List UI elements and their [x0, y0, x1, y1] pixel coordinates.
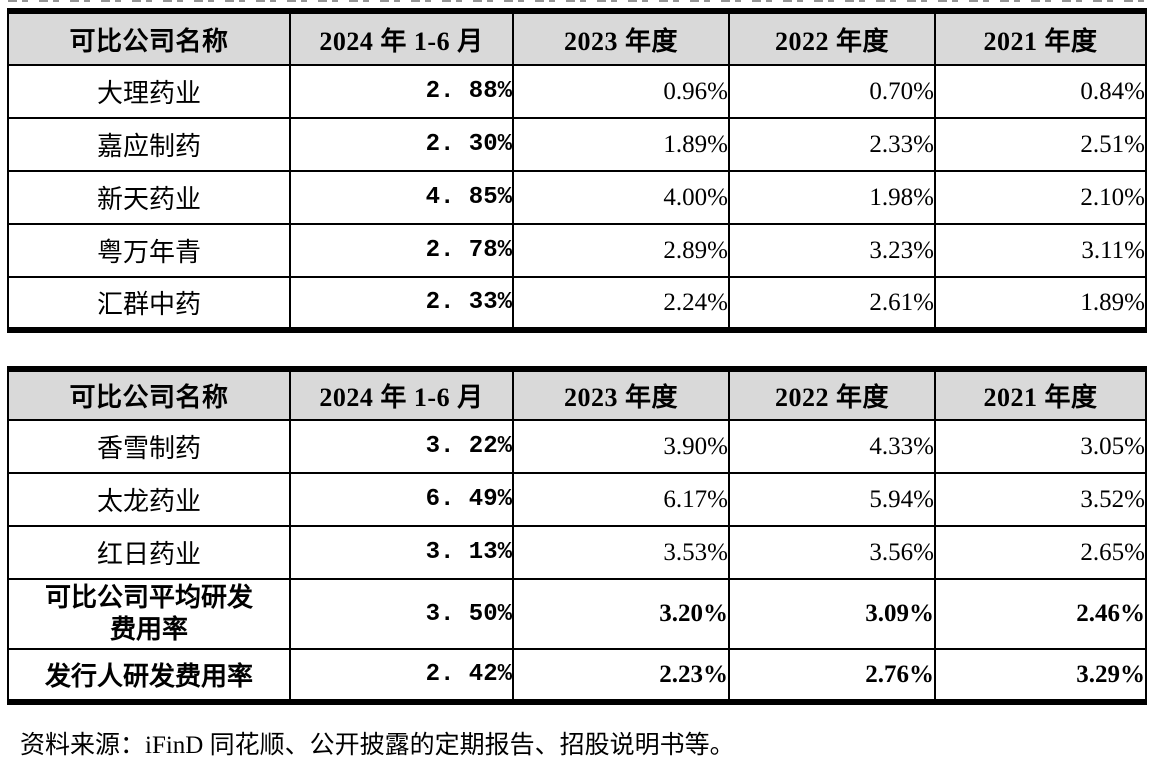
value-cell-2021: 3.52% [934, 472, 1147, 527]
value-cell-2022: 0.70% [728, 64, 936, 119]
value-cell-2022: 2.33% [728, 117, 936, 172]
t1-header-2021: 2021 年度 [934, 10, 1147, 66]
table-row: 红日药业 3. 13% 3.53% 3.56% 2.65% [7, 525, 1147, 580]
company-name-cell: 汇群中药 [7, 276, 291, 331]
issuer-ratio-row: 发行人研发费用率 2. 42% 2.23% 2.76% 3.29% [7, 648, 1147, 703]
table-row: 太龙药业 6. 49% 6.17% 5.94% 3.52% [7, 472, 1147, 527]
value-cell-2024: 2. 78% [289, 223, 514, 278]
row-label-line1: 可比公司平均研发 [44, 583, 253, 612]
value-cell-2023: 3.53% [512, 525, 730, 580]
value-cell-2024: 2. 88% [289, 64, 514, 119]
t1-header-company-name: 可比公司名称 [7, 10, 291, 66]
average-ratio-row: 可比公司平均研发 费用率 3. 50% 3.20% 3.09% 2.46% [7, 578, 1147, 650]
value-cell-2024: 3. 22% [289, 419, 514, 474]
value-cell-2021: 2.46% [934, 578, 1147, 650]
value-cell-2023: 3.20% [512, 578, 730, 650]
source-note: 资料来源：iFinD 同花顺、公开披露的定期报告、招股说明书等。 [20, 732, 735, 759]
table-row: 嘉应制药 2. 30% 1.89% 2.33% 2.51% [7, 117, 1147, 172]
value-cell-2021: 3.29% [934, 648, 1147, 703]
value-cell-2023: 1.89% [512, 117, 730, 172]
row-label-cell: 可比公司平均研发 费用率 [7, 578, 291, 650]
comparable-companies-table-2: 可比公司名称 2024 年 1-6 月 2023 年度 2022 年度 2021… [7, 366, 1147, 705]
t2-header-2022: 2022 年度 [728, 368, 936, 421]
company-name-cell: 红日药业 [7, 525, 291, 580]
value-cell-2022: 2.61% [728, 276, 936, 331]
company-name-cell: 太龙药业 [7, 472, 291, 527]
table-row: 大理药业 2. 88% 0.96% 0.70% 0.84% [7, 64, 1147, 119]
value-cell-2022: 5.94% [728, 472, 936, 527]
value-cell-2023: 2.24% [512, 276, 730, 331]
value-cell-2023: 6.17% [512, 472, 730, 527]
table-row: 粤万年青 2. 78% 2.89% 3.23% 3.11% [7, 223, 1147, 278]
value-cell-2021: 0.84% [934, 64, 1147, 119]
value-cell-2022: 1.98% [728, 170, 936, 225]
value-cell-2022: 3.09% [728, 578, 936, 650]
value-cell-2023: 2.89% [512, 223, 730, 278]
value-cell-2024: 3. 50% [289, 578, 514, 650]
value-cell-2024: 3. 13% [289, 525, 514, 580]
row-label-cell: 发行人研发费用率 [7, 648, 291, 703]
value-cell-2024: 2. 33% [289, 276, 514, 331]
row-label-line2: 费用率 [109, 615, 188, 644]
value-cell-2024: 6. 49% [289, 472, 514, 527]
company-name-cell: 大理药业 [7, 64, 291, 119]
table-row: 香雪制药 3. 22% 3.90% 4.33% 3.05% [7, 419, 1147, 474]
table-row: 新天药业 4. 85% 4.00% 1.98% 2.10% [7, 170, 1147, 225]
table-row: 汇群中药 2. 33% 2.24% 2.61% 1.89% [7, 276, 1147, 331]
value-cell-2022: 3.23% [728, 223, 936, 278]
value-cell-2023: 0.96% [512, 64, 730, 119]
value-cell-2023: 2.23% [512, 648, 730, 703]
table2-header-row: 可比公司名称 2024 年 1-6 月 2023 年度 2022 年度 2021… [7, 368, 1147, 421]
value-cell-2021: 2.10% [934, 170, 1147, 225]
value-cell-2021: 3.05% [934, 419, 1147, 474]
value-cell-2021: 2.65% [934, 525, 1147, 580]
value-cell-2023: 4.00% [512, 170, 730, 225]
value-cell-2021: 3.11% [934, 223, 1147, 278]
company-name-cell: 香雪制药 [7, 419, 291, 474]
t1-header-2022: 2022 年度 [728, 10, 936, 66]
table1-header-row: 可比公司名称 2024 年 1-6 月 2023 年度 2022 年度 2021… [7, 10, 1147, 66]
value-cell-2023: 3.90% [512, 419, 730, 474]
company-name-cell: 粤万年青 [7, 223, 291, 278]
t2-header-2021: 2021 年度 [934, 368, 1147, 421]
t2-header-2024-h1: 2024 年 1-6 月 [289, 368, 514, 421]
value-cell-2024: 4. 85% [289, 170, 514, 225]
value-cell-2022: 3.56% [728, 525, 936, 580]
company-name-cell: 新天药业 [7, 170, 291, 225]
comparable-companies-table-1: 可比公司名称 2024 年 1-6 月 2023 年度 2022 年度 2021… [7, 8, 1147, 333]
clipped-content-artifact [8, 0, 1146, 2]
value-cell-2022: 4.33% [728, 419, 936, 474]
value-cell-2022: 2.76% [728, 648, 936, 703]
t2-header-2023: 2023 年度 [512, 368, 730, 421]
value-cell-2024: 2. 30% [289, 117, 514, 172]
value-cell-2021: 1.89% [934, 276, 1147, 331]
t1-header-2023: 2023 年度 [512, 10, 730, 66]
t1-header-2024-h1: 2024 年 1-6 月 [289, 10, 514, 66]
value-cell-2021: 2.51% [934, 117, 1147, 172]
t2-header-company-name: 可比公司名称 [7, 368, 291, 421]
value-cell-2024: 2. 42% [289, 648, 514, 703]
company-name-cell: 嘉应制药 [7, 117, 291, 172]
